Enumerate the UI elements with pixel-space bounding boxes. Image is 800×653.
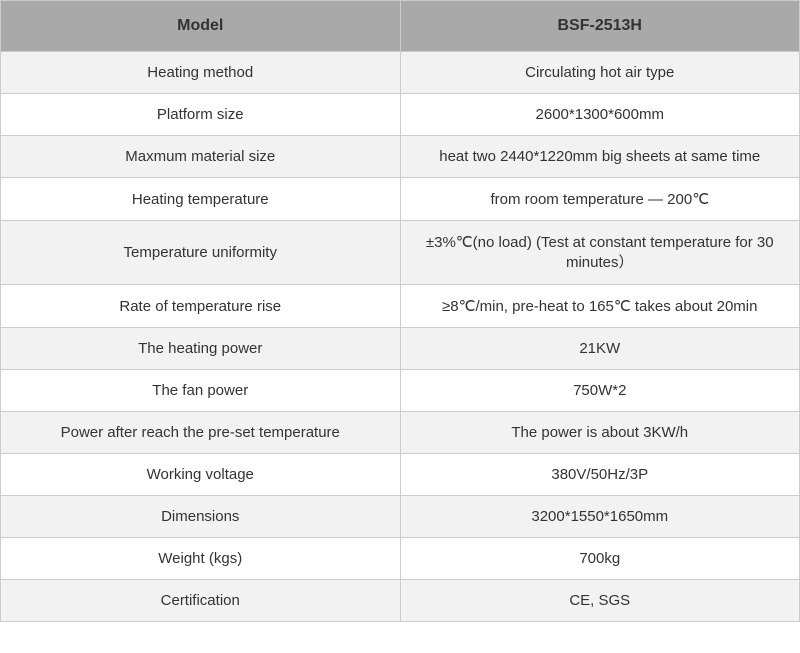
row-value: The power is about 3KW/h xyxy=(400,412,800,454)
table-row: Platform size 2600*1300*600mm xyxy=(1,94,800,136)
row-label: Power after reach the pre-set temperatur… xyxy=(1,412,401,454)
table-row: Heating temperature from room temperatur… xyxy=(1,178,800,221)
row-label: The fan power xyxy=(1,370,401,412)
table-body: Heating method Circulating hot air type … xyxy=(1,52,800,622)
row-label: Certification xyxy=(1,580,401,622)
row-value: from room temperature — 200℃ xyxy=(400,178,800,221)
row-label: Weight (kgs) xyxy=(1,538,401,580)
row-label: Maxmum material size xyxy=(1,136,401,178)
table-row: Heating method Circulating hot air type xyxy=(1,52,800,94)
row-label: Rate of temperature rise xyxy=(1,285,401,328)
row-label: Platform size xyxy=(1,94,401,136)
row-value: 750W*2 xyxy=(400,370,800,412)
table-row: The fan power 750W*2 xyxy=(1,370,800,412)
row-value: 3200*1550*1650mm xyxy=(400,496,800,538)
table-row: Maxmum material size heat two 2440*1220m… xyxy=(1,136,800,178)
row-value: 21KW xyxy=(400,328,800,370)
header-model: Model xyxy=(1,1,401,52)
row-label: Working voltage xyxy=(1,454,401,496)
table-row: Dimensions 3200*1550*1650mm xyxy=(1,496,800,538)
row-value: CE, SGS xyxy=(400,580,800,622)
row-value: ≥8℃/min, pre-heat to 165℃ takes about 20… xyxy=(400,285,800,328)
table-row: Temperature uniformity ±3%℃(no load) (Te… xyxy=(1,221,800,285)
row-label: The heating power xyxy=(1,328,401,370)
table-row: Weight (kgs) 700kg xyxy=(1,538,800,580)
row-value: Circulating hot air type xyxy=(400,52,800,94)
table-row: The heating power 21KW xyxy=(1,328,800,370)
table-row: Rate of temperature rise ≥8℃/min, pre-he… xyxy=(1,285,800,328)
row-value: heat two 2440*1220mm big sheets at same … xyxy=(400,136,800,178)
header-value: BSF-2513H xyxy=(400,1,800,52)
row-label: Heating method xyxy=(1,52,401,94)
table-header-row: Model BSF-2513H xyxy=(1,1,800,52)
row-value: 380V/50Hz/3P xyxy=(400,454,800,496)
row-value: ±3%℃(no load) (Test at constant temperat… xyxy=(400,221,800,285)
row-label: Heating temperature xyxy=(1,178,401,221)
table-row: Power after reach the pre-set temperatur… xyxy=(1,412,800,454)
row-label: Dimensions xyxy=(1,496,401,538)
row-label: Temperature uniformity xyxy=(1,221,401,285)
row-value: 700kg xyxy=(400,538,800,580)
spec-table: Model BSF-2513H Heating method Circulati… xyxy=(0,0,800,622)
row-value: 2600*1300*600mm xyxy=(400,94,800,136)
table-row: Certification CE, SGS xyxy=(1,580,800,622)
table-row: Working voltage 380V/50Hz/3P xyxy=(1,454,800,496)
